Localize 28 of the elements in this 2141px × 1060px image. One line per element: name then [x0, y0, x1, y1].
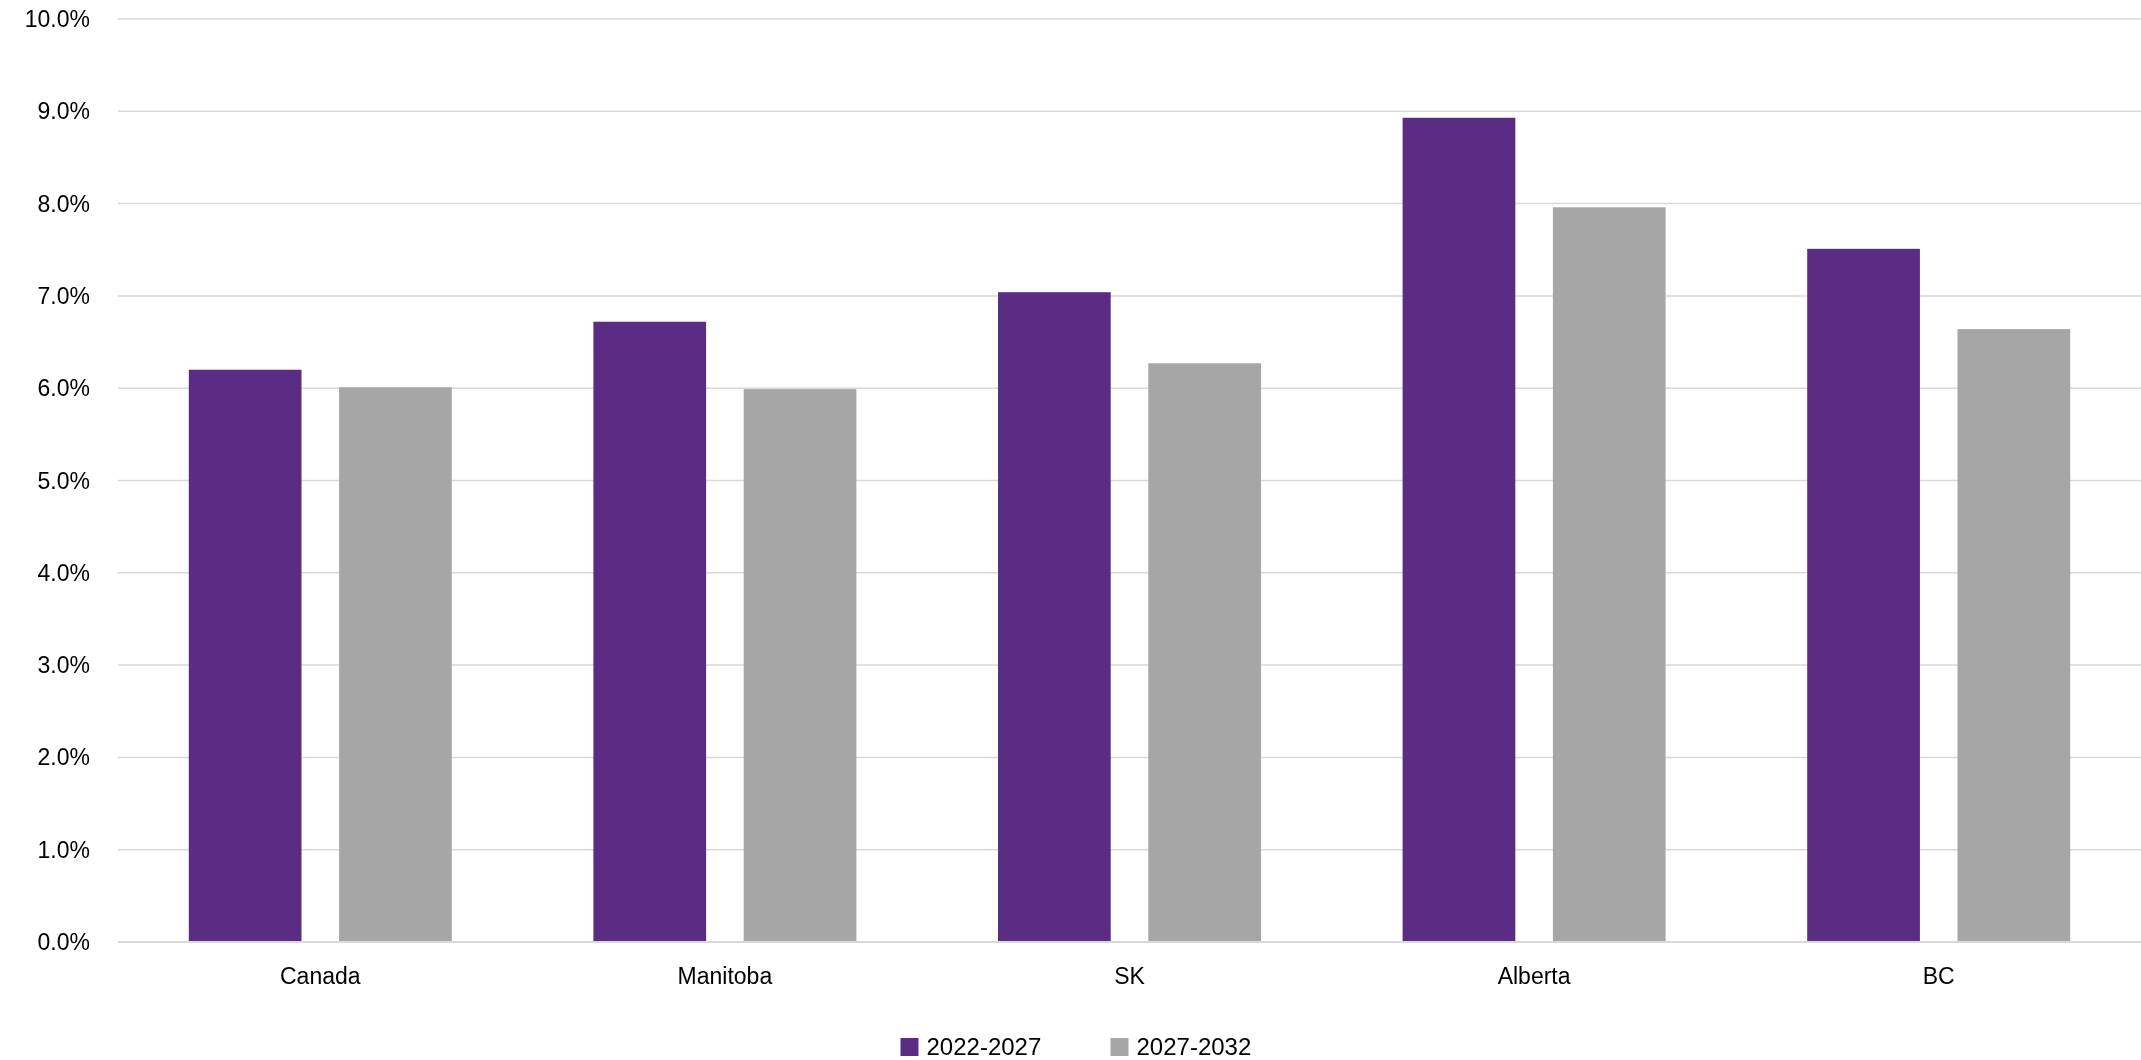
y-tick-label: 5.0% [37, 467, 90, 494]
x-tick-label: SK [1114, 963, 1146, 989]
legend-label: 2022-2027 [926, 1033, 1042, 1060]
bar [339, 387, 452, 942]
y-tick-label: 10.0% [24, 6, 90, 33]
x-tick-label: BC [1922, 963, 1955, 989]
y-tick-label: 9.0% [37, 98, 90, 125]
x-tick-label: Canada [280, 963, 361, 989]
y-tick-label: 0.0% [37, 929, 90, 956]
y-tick-label: 2.0% [37, 744, 90, 771]
y-tick-label: 6.0% [37, 375, 90, 402]
bar [743, 389, 857, 942]
x-tick-label: Manitoba [677, 963, 773, 989]
bar [593, 321, 707, 942]
y-tick-label: 1.0% [37, 836, 90, 863]
y-tick-label: 4.0% [37, 559, 90, 586]
y-tick-label: 7.0% [37, 282, 90, 309]
y-tick-label: 8.0% [37, 190, 90, 217]
bar [1148, 363, 1261, 942]
legend-label: 2027-2032 [1136, 1033, 1252, 1060]
bar [188, 369, 302, 942]
bar [998, 292, 1111, 942]
bar [1402, 117, 1516, 942]
bar [1807, 248, 1920, 942]
bar [1552, 207, 1666, 942]
bar [1957, 329, 2071, 942]
x-tick-label: Alberta [1497, 963, 1571, 989]
y-tick-label: 3.0% [37, 652, 90, 679]
